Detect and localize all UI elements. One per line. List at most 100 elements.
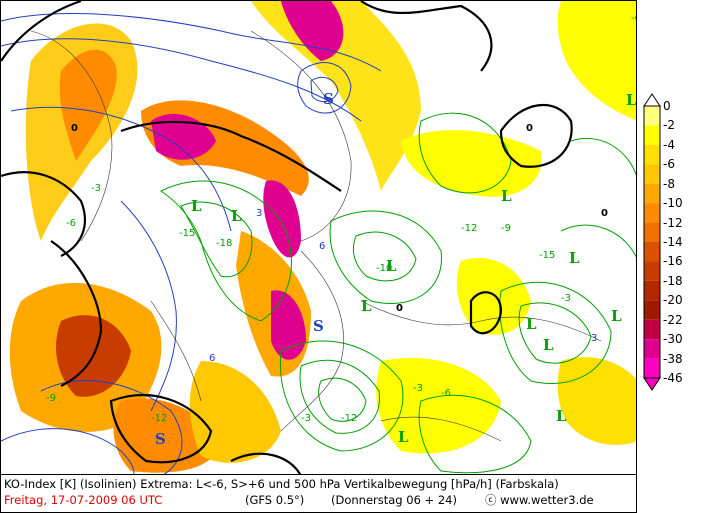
fill-blob (557, 1, 636, 121)
caption-run: (Donnerstag 06 + 24) (331, 493, 457, 507)
color-scale-label: -38 (663, 351, 683, 366)
color-scale-swatch (644, 339, 660, 359)
high-marker: S (155, 430, 166, 448)
contour-label: 6 (209, 353, 215, 364)
color-scale-swatch (644, 164, 660, 184)
color-scale-label: -14 (663, 235, 683, 249)
caption-date: Freitag, 17-07-2009 06 UTC (4, 493, 163, 507)
pressure-markers: LLLLLLLLLLLLSSS0-3-6-9-12-15-1836-100-3-… (46, 13, 637, 448)
contour-label: 3 (256, 208, 262, 219)
coastline (30, 30, 113, 242)
color-scale-swatch (644, 106, 660, 126)
contour-label: -12 (461, 223, 477, 234)
color-scale-label: -16 (663, 254, 683, 269)
isoline (50, 240, 103, 387)
fill-blob (281, 1, 344, 61)
color-scale-label: -10 (663, 196, 683, 211)
color-scale-swatch (644, 222, 660, 242)
color-scale-swatch (644, 242, 660, 262)
isoline (10, 106, 232, 232)
low-marker: L (231, 207, 242, 225)
high-marker: S (323, 90, 334, 108)
map-canvas: LLLLLLLLLLLLSSS0-3-6-9-12-15-1836-100-3-… (1, 1, 637, 474)
low-marker: L (611, 307, 622, 325)
low-marker: L (501, 187, 512, 205)
contour-label: -6 (441, 388, 451, 399)
caption-description: KO-Index [K] (Isolinien) Extrema: L<-6, … (4, 477, 559, 491)
color-scale-label: -30 (663, 332, 683, 347)
low-marker: L (556, 407, 567, 425)
isoline (310, 76, 339, 103)
color-scale-top-arrow (643, 93, 661, 107)
color-scale-swatch (644, 280, 660, 301)
contour-label: -15 (539, 250, 555, 261)
zero-isolines (1, 1, 573, 474)
color-scale-swatch (644, 203, 660, 223)
positive-isolines (1, 13, 382, 474)
contour-label: -12 (341, 413, 357, 424)
contour-label: 3 (591, 333, 597, 344)
contour-label: -6 (66, 218, 76, 229)
color-scale-bottom-arrow (643, 377, 661, 391)
contour-label: -12 (151, 413, 167, 424)
color-scale-label: -6 (663, 157, 675, 172)
color-scale-swatch (644, 358, 660, 378)
fill-blob (189, 361, 281, 463)
contour-label: -18 (216, 238, 232, 249)
isoline (297, 62, 352, 114)
color-scale-swatch (644, 261, 660, 281)
low-marker: L (526, 315, 537, 333)
color-scale-swatch (644, 300, 660, 320)
isoline (360, 1, 493, 72)
low-marker: L (543, 336, 554, 354)
fill-blob (271, 290, 306, 360)
isoline (279, 340, 404, 452)
color-scale-label: -18 (663, 273, 683, 288)
isoline (1, 171, 86, 257)
contour-label: -3 (413, 383, 423, 394)
isoline (1, 38, 362, 122)
contour-label: 0 (526, 123, 533, 134)
weather-map: L L L L L L L L L L L L S S S 0 -3 -6 -9 -12 -15 -18 3 6 -10 0 -3-… (0, 0, 637, 475)
contour-label: -6 (631, 13, 637, 24)
fill-blob (59, 49, 117, 161)
coastline (150, 300, 202, 402)
isoline (1, 13, 382, 72)
isoline (560, 224, 636, 259)
isoline (299, 359, 380, 434)
fill-blob (557, 357, 636, 445)
color-scale-swatch (644, 183, 660, 204)
color-scale-swatch (644, 125, 660, 145)
isoline (499, 103, 573, 168)
caption-copyright: ⓒ www.wetter3.de (485, 493, 594, 507)
isoline (1, 1, 82, 62)
color-scale-label: -22 (663, 312, 683, 327)
contour-label: -15 (179, 228, 195, 239)
color-scale-label: -46 (663, 371, 683, 385)
fill-blob (151, 113, 216, 160)
contour-label: -3 (91, 183, 101, 194)
vertical-motion-fill (9, 1, 636, 473)
coastlines (30, 30, 602, 442)
isoline (499, 281, 612, 385)
caption-model: (GFS 0.5°) (245, 493, 305, 507)
contour-label: 6 (319, 241, 325, 252)
isoline (353, 231, 417, 282)
color-scale: 0 -2 -4 -6 -8 -10 -12 -14 -16 -18 -20 -22 -30 -38 -46 (641, 92, 703, 392)
contour-label: -9 (501, 223, 511, 234)
fill-blob (251, 1, 421, 191)
color-scale-label: -20 (663, 293, 683, 308)
color-scale-swatch (644, 319, 660, 340)
color-scale-label: -8 (663, 176, 675, 191)
contour-label: -3 (561, 293, 571, 304)
contour-label: -3 (301, 413, 311, 424)
isoline (418, 112, 512, 194)
isoline (570, 137, 636, 177)
coastline (380, 416, 502, 442)
color-scale-swatch (644, 144, 660, 165)
contour-label: 0 (396, 303, 403, 314)
color-scale-label: -4 (663, 137, 675, 152)
isoline (469, 291, 503, 335)
color-scale-label: -2 (663, 118, 675, 133)
color-scale-label: -12 (663, 215, 683, 230)
